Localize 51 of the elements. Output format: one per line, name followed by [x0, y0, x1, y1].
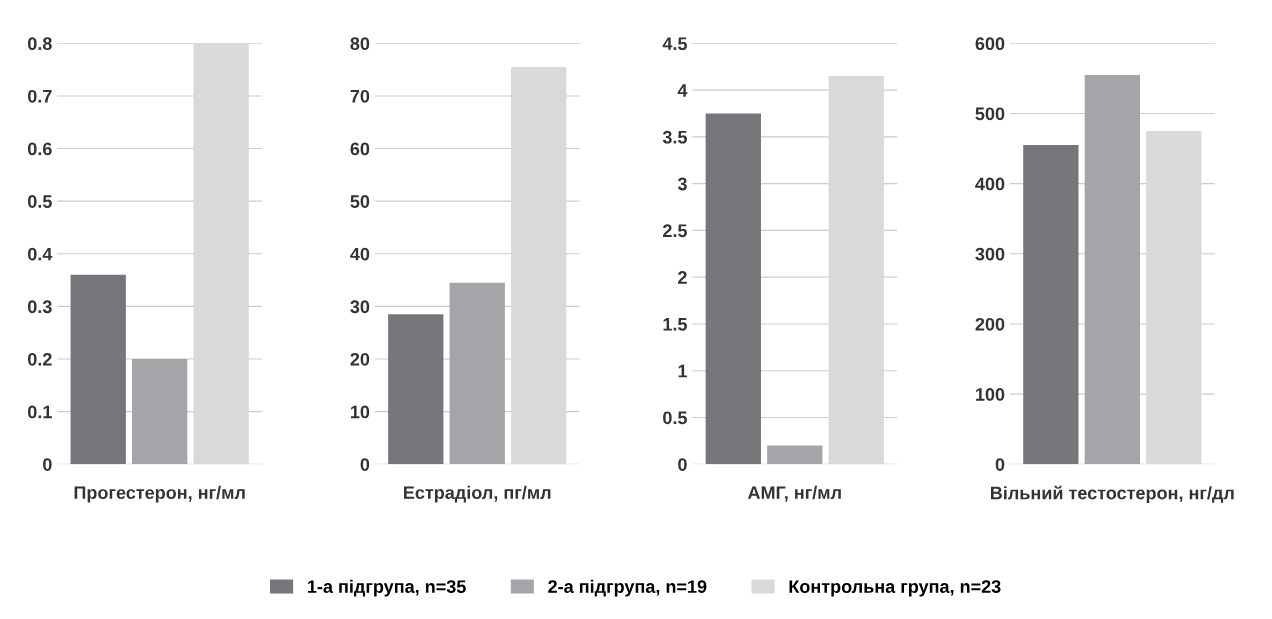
x-axis-title: Естрадіол, пг/мл [404, 485, 551, 503]
y-tick-label: 600 [975, 37, 1005, 51]
legend-label: 2-а підгрупа, n=19 [548, 579, 707, 597]
bar [193, 43, 249, 465]
y-tick-label: 0.1 [28, 405, 52, 419]
y-tick-label: 0.5 [28, 195, 52, 208]
y-tick-label: 300 [975, 247, 1005, 261]
bar [767, 445, 823, 465]
y-tick-label: 10 [350, 405, 370, 419]
y-tick-label: 50 [350, 195, 370, 208]
y-tick-label: 500 [975, 107, 1005, 121]
y-tick-label: 70 [350, 89, 370, 103]
y-tick-label: 3.5 [662, 130, 687, 144]
y-tick-label: 30 [350, 300, 370, 314]
legend-label: 1-а підгрупа, n=35 [308, 579, 466, 597]
y-tick-label: 100 [976, 388, 1005, 401]
y-tick-label: 0 [678, 458, 687, 471]
y-tick-label: 4.5 [662, 37, 687, 51]
y-tick-label: 1.5 [663, 318, 687, 331]
y-tick-label: 4 [677, 84, 688, 97]
bar [828, 76, 884, 465]
y-tick-label: 0 [360, 458, 370, 471]
bar [388, 314, 444, 465]
y-tick-label: 60 [350, 142, 370, 156]
y-tick-label: 0.5 [663, 411, 687, 425]
bar [705, 113, 761, 465]
y-tick-label: 0 [43, 458, 52, 471]
y-tick-label: 0.7 [28, 89, 52, 103]
x-axis-title: Вільний тестостерон, нг/дл [990, 485, 1234, 503]
bar [511, 67, 567, 465]
y-tick-label: 400 [975, 177, 1005, 191]
y-tick-label: 80 [350, 37, 370, 51]
y-tick-label: 200 [975, 317, 1005, 331]
y-tick-label: 3 [677, 177, 687, 191]
x-axis-title: АМГ, нг/мл [747, 485, 841, 502]
y-tick-label: 2 [678, 271, 687, 284]
y-tick-label: 0.3 [28, 300, 52, 314]
y-tick-label: 0.6 [28, 142, 52, 156]
y-tick-label: 2.5 [663, 224, 687, 238]
bar [132, 359, 188, 465]
y-tick-label: 40 [350, 247, 370, 261]
bar [70, 274, 126, 465]
y-tick-label: 0 [995, 458, 1005, 471]
y-tick-label: 1 [678, 364, 687, 378]
y-tick-label: 0.8 [28, 37, 52, 51]
y-tick-label: 0.2 [28, 352, 52, 366]
bar [449, 282, 505, 465]
x-axis-title: Прогестерон, нг/мл [74, 485, 245, 503]
y-tick-label: 0.4 [28, 247, 53, 261]
y-tick-label: 20 [350, 352, 370, 366]
legend-label: Контрольна група, n=23 [789, 580, 1001, 597]
